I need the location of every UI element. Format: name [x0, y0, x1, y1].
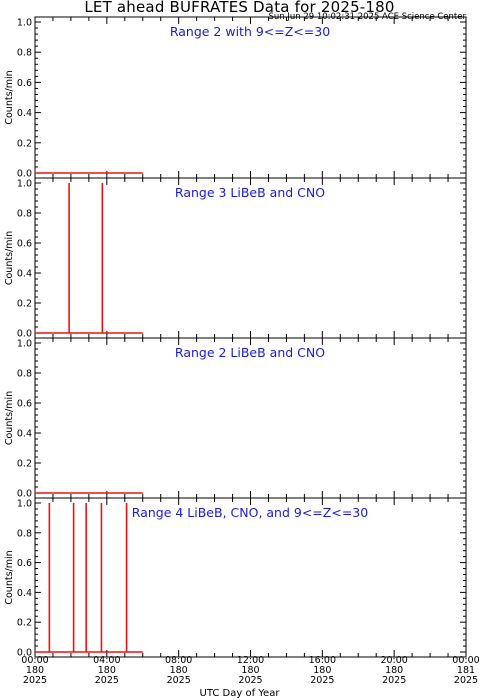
y-tick-label: 0.4: [17, 429, 32, 440]
x-tick-year: 2025: [95, 675, 119, 686]
y-tick-label: 0.0: [17, 489, 32, 500]
x-tick-time: 20:00: [380, 655, 407, 666]
x-tick-year: 2025: [454, 675, 478, 686]
x-tick-doy: 180: [313, 665, 331, 676]
y-axis-label: Counts/min: [4, 550, 15, 604]
x-tick-doy: 180: [26, 665, 44, 676]
y-tick-label: 0.6: [17, 239, 32, 250]
y-tick-label: 0.6: [17, 78, 32, 89]
y-tick-label: 0.2: [17, 299, 32, 310]
y-tick-label: 0.4: [17, 108, 32, 119]
y-tick-label: 0.8: [17, 528, 32, 539]
panel-frame: [34, 16, 467, 179]
panel-frame: [34, 497, 467, 658]
x-tick-time: 00:00: [452, 655, 479, 666]
x-tick-doy: 180: [170, 665, 188, 676]
panel-1: [34, 16, 467, 179]
x-tick-year: 2025: [310, 675, 334, 686]
y-tick-label: 1.0: [17, 179, 32, 190]
y-tick-label: 0.6: [17, 399, 32, 410]
panel-title: Range 2 LiBeB and CNO: [175, 345, 325, 360]
y-tick-label: 0.2: [17, 459, 32, 470]
x-tick-year: 2025: [23, 675, 47, 686]
x-tick-doy: 180: [385, 665, 403, 676]
y-tick-label: 0.8: [17, 48, 32, 59]
y-tick-label: 0.0: [17, 648, 32, 659]
panel-3: [34, 337, 467, 499]
panel-2: [34, 177, 467, 339]
y-tick-label: 0.0: [17, 329, 32, 340]
x-tick-time: 08:00: [165, 655, 192, 666]
x-axis-label: UTC Day of Year: [199, 688, 280, 699]
y-tick-label: 0.2: [17, 618, 32, 629]
x-tick-time: 04:00: [93, 655, 120, 666]
y-tick-label: 1.0: [17, 339, 32, 350]
y-tick-label: 0.4: [17, 588, 32, 599]
y-tick-label: 1.0: [17, 499, 32, 510]
y-axis-label: Counts/min: [4, 70, 15, 124]
chart-title: LET ahead BUFRATES Data for 2025-180: [84, 0, 395, 16]
y-tick-label: 0.8: [17, 209, 32, 220]
x-tick-time: 12:00: [237, 655, 264, 666]
panel-4: [34, 497, 467, 658]
x-tick-year: 2025: [382, 675, 406, 686]
y-tick-label: 0.2: [17, 138, 32, 149]
panel-title: Range 2 with 9<=Z<=30: [170, 24, 330, 39]
x-tick-year: 2025: [167, 675, 191, 686]
x-tick-doy: 181: [457, 665, 475, 676]
y-tick-label: 0.0: [17, 169, 32, 180]
y-tick-label: 1.0: [17, 18, 32, 29]
y-tick-label: 0.6: [17, 558, 32, 569]
x-tick-time: 16:00: [309, 655, 336, 666]
y-tick-label: 0.4: [17, 269, 32, 280]
y-axis-label: Counts/min: [4, 391, 15, 445]
y-tick-label: 0.8: [17, 369, 32, 380]
x-tick-year: 2025: [238, 675, 262, 686]
panel-frame: [34, 337, 467, 499]
x-tick-time: 00:00: [21, 655, 48, 666]
x-tick-doy: 180: [98, 665, 116, 676]
panel-frame: [34, 177, 467, 339]
y-axis-label: Counts/min: [4, 231, 15, 285]
panel-title: Range 3 LiBeB and CNO: [175, 185, 325, 200]
x-tick-doy: 180: [241, 665, 259, 676]
panel-title: Range 4 LiBeB, CNO, and 9<=Z<=30: [132, 505, 368, 520]
